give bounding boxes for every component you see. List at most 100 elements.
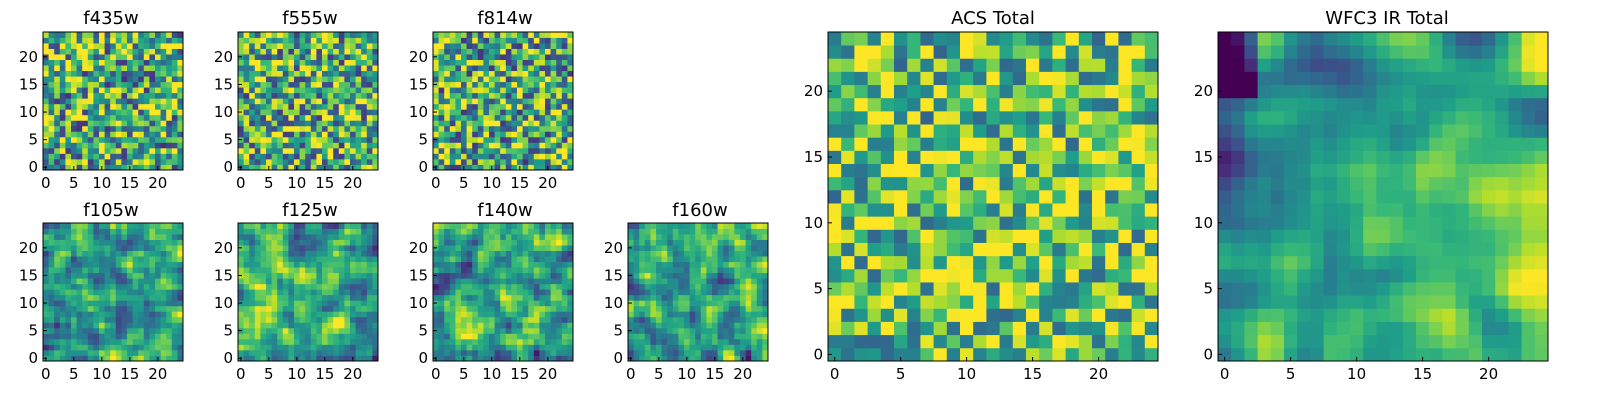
heatmap-cell (494, 327, 501, 334)
heatmap-cell (350, 250, 356, 257)
heatmap-cell (43, 142, 49, 149)
heatmap-cell (138, 322, 145, 329)
heatmap-cell (999, 242, 1014, 257)
heatmap-cell (54, 120, 61, 127)
heatmap-cell (43, 239, 49, 246)
heatmap-cell (1092, 242, 1106, 257)
heatmap-cell (277, 239, 284, 246)
heatmap-cell (65, 147, 72, 154)
heatmap-cell (372, 43, 379, 49)
heatmap-cell (706, 256, 713, 263)
y-tick-label: 0 (28, 158, 38, 176)
heatmap-cell (110, 136, 117, 143)
heatmap-cell (104, 103, 111, 110)
heatmap-cell (483, 294, 490, 301)
heatmap-cell (511, 125, 518, 132)
heatmap-cell (177, 305, 184, 312)
heatmap-cell (82, 32, 89, 38)
heatmap-cell (132, 164, 139, 171)
heatmap-cell (316, 228, 323, 235)
heatmap-cell (93, 256, 100, 263)
heatmap-cell (132, 87, 139, 94)
heatmap-cell (299, 355, 306, 362)
heatmap-cell (828, 150, 842, 164)
heatmap-cell (672, 322, 679, 329)
heatmap-cell (249, 289, 256, 296)
heatmap-cell (338, 300, 345, 307)
heatmap-cell (762, 250, 769, 257)
heatmap-cell (282, 344, 289, 351)
heatmap-cell (700, 327, 707, 334)
heatmap-cell (477, 223, 484, 229)
heatmap-cell (54, 349, 61, 356)
heatmap-cell (717, 294, 724, 301)
heatmap-cell (678, 338, 685, 345)
heatmap-cell (277, 147, 284, 154)
heatmap-cell (310, 131, 317, 138)
heatmap-cell (333, 234, 340, 240)
heatmap-cell (54, 261, 61, 268)
heatmap-cell (667, 333, 674, 340)
heatmap-cell (316, 261, 323, 268)
heatmap-cell (149, 70, 156, 77)
heatmap-cell (466, 316, 473, 323)
heatmap-cell (266, 289, 272, 296)
heatmap-cell (1026, 347, 1040, 362)
heatmap-cell (249, 32, 256, 38)
heatmap-cell (288, 136, 295, 143)
heatmap-cell (828, 255, 842, 270)
heatmap-cell (87, 114, 94, 121)
heatmap-cell (59, 294, 66, 301)
heatmap-cell (48, 92, 55, 99)
heatmap-cell (728, 228, 735, 235)
heatmap-cell (104, 223, 111, 229)
heatmap-cell (556, 322, 563, 329)
heatmap-cell (372, 70, 379, 77)
heatmap-cell (695, 311, 702, 318)
heatmap-cell (76, 92, 83, 99)
heatmap-cell (728, 234, 735, 240)
heatmap-cell (678, 316, 685, 323)
heatmap-cell (254, 164, 261, 171)
heatmap-cell (561, 120, 568, 127)
heatmap-cell (717, 289, 724, 296)
heatmap-cell (505, 267, 512, 274)
heatmap-cell (639, 333, 646, 340)
heatmap-cell (444, 59, 451, 66)
heatmap-cell (366, 109, 373, 116)
heatmap-cell (254, 43, 261, 49)
heatmap-cell (260, 355, 267, 362)
heatmap-cell (87, 43, 94, 49)
heatmap-cell (567, 136, 574, 143)
heatmap-cell (277, 316, 284, 323)
heatmap-cell (110, 59, 117, 66)
heatmap-cell (138, 87, 145, 94)
heatmap-cell (894, 176, 908, 191)
heatmap-cell (545, 322, 551, 329)
heatmap-cell (644, 261, 651, 268)
heatmap-cell (121, 305, 128, 312)
heatmap-cell (338, 98, 345, 105)
heatmap-cell (48, 294, 55, 301)
heatmap-cell (706, 327, 713, 334)
heatmap-cell (712, 250, 718, 257)
heatmap-cell (177, 333, 184, 340)
heatmap-cell (505, 272, 512, 279)
heatmap-cell (288, 65, 295, 72)
heatmap-cell (528, 76, 535, 83)
heatmap-cell (986, 176, 1000, 191)
heatmap-cell (121, 54, 128, 60)
heatmap-cell (282, 158, 289, 165)
heatmap-cell (59, 338, 66, 345)
heatmap-cell (322, 76, 328, 83)
heatmap-cell (667, 305, 674, 312)
heatmap-cell (539, 223, 546, 229)
heatmap-cell (511, 103, 518, 110)
heatmap-cell (494, 344, 501, 351)
heatmap-cell (762, 355, 769, 362)
heatmap-cell (54, 256, 61, 263)
heatmap-cell (483, 278, 490, 285)
heatmap-cell (277, 305, 284, 312)
heatmap-cell (316, 294, 323, 301)
